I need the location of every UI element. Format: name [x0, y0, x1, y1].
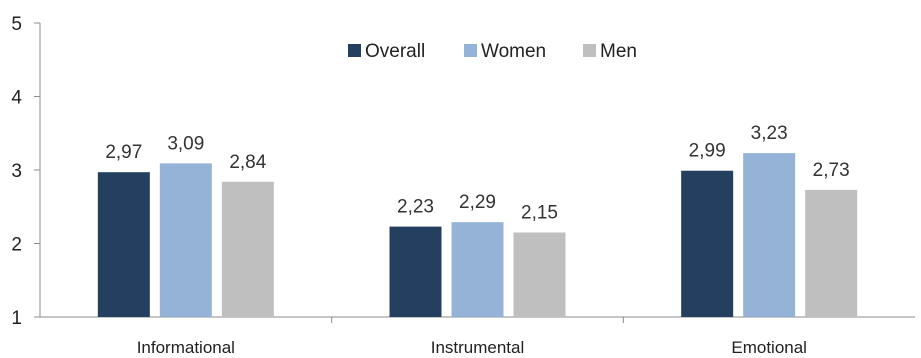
data-label: 2,15: [521, 202, 558, 223]
data-label: 2,73: [813, 160, 850, 181]
bars: 2,97 3,09 2,84 2,23 2,29 2,15 2,99 3,23 2,73: [97, 123, 858, 317]
y-tick-label: 3: [11, 161, 22, 182]
legend: Overall Women Men: [348, 41, 637, 62]
data-label: 2,23: [397, 197, 434, 218]
legend-swatch-men: [583, 44, 596, 57]
y-tick-label: 1: [11, 308, 22, 329]
legend-label-women: Women: [481, 41, 546, 62]
bar-men-emotional: [805, 189, 858, 317]
bar-men-instrumental: [513, 232, 566, 317]
data-label: 3,23: [751, 123, 788, 144]
legend-label-overall: Overall: [365, 41, 425, 62]
x-category-label: Emotional: [731, 338, 807, 357]
data-label: 3,09: [167, 133, 204, 154]
bar-women-emotional: [743, 153, 796, 317]
data-label: 2,29: [459, 192, 496, 213]
legend-label-men: Men: [600, 41, 637, 62]
bar-overall-emotional: [681, 170, 734, 317]
y-tick-label: 4: [11, 88, 22, 109]
bar-women-instrumental: [451, 222, 504, 317]
legend-swatch-women: [464, 44, 477, 57]
bar-men-informational: [221, 181, 274, 317]
y-tick-label: 5: [11, 14, 22, 35]
bar-women-informational: [159, 163, 212, 317]
x-category-label: Instrumental: [431, 338, 525, 357]
data-label: 2,99: [689, 141, 726, 162]
x-category-label: Informational: [137, 338, 235, 357]
data-label: 2,84: [229, 152, 266, 173]
y-tick-label: 2: [11, 235, 22, 256]
data-label: 2,97: [105, 142, 142, 163]
bar-overall-instrumental: [389, 226, 442, 317]
legend-swatch-overall: [348, 44, 361, 57]
bar-overall-informational: [97, 172, 150, 317]
